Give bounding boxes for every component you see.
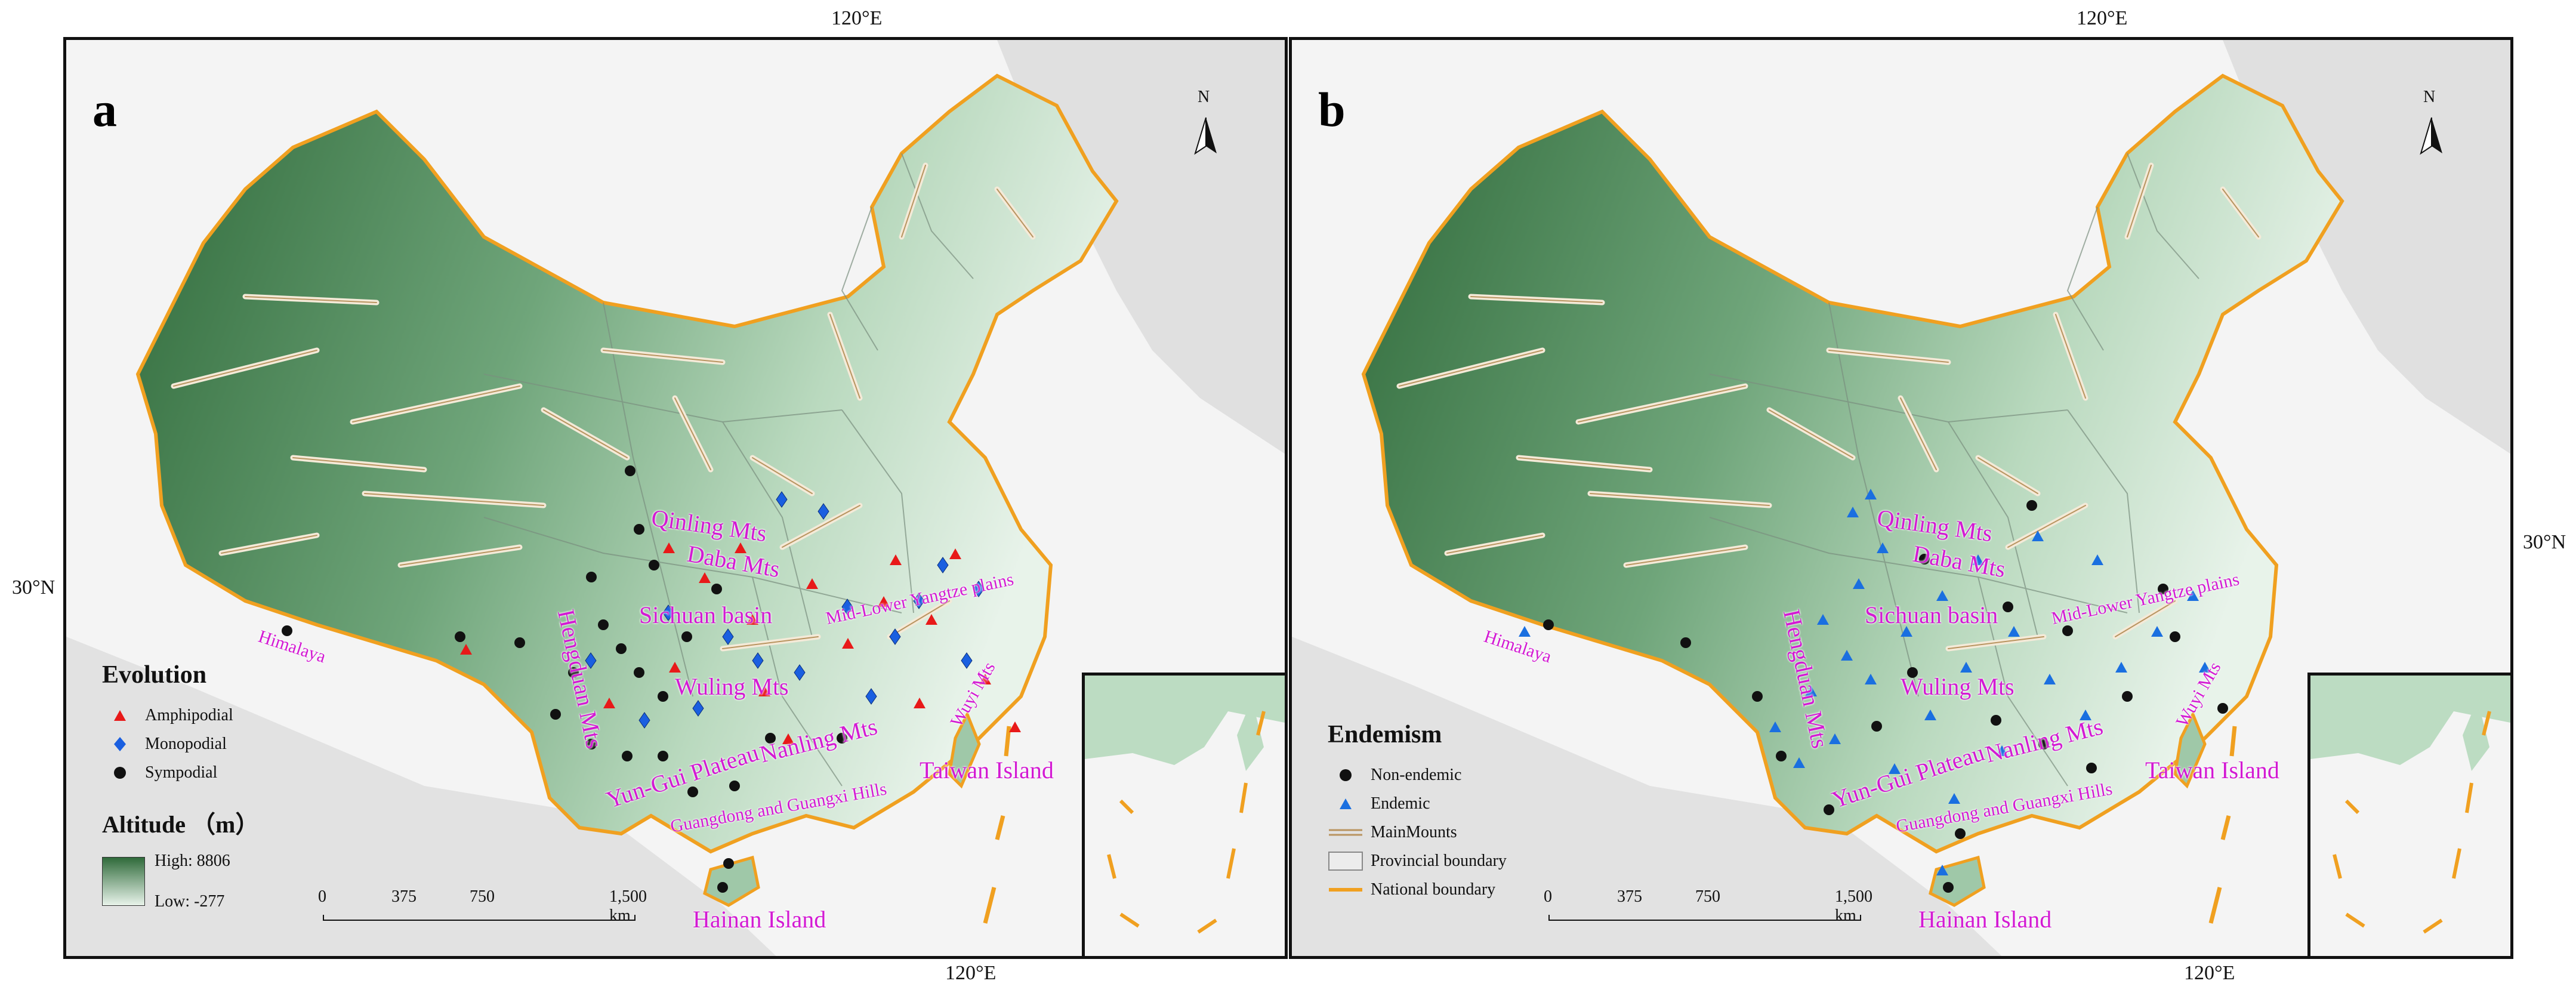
region-label-hainan: Hainan Island (693, 906, 826, 933)
longitude-label-bottom-a: 120°E (945, 962, 997, 984)
amphipodial-points-a (460, 542, 1021, 744)
map-panel-a: a N Qinling Mts Daba Mts Sichuan basin M… (63, 37, 1288, 959)
legend-item-national-boundary: National boundary (1328, 875, 1507, 904)
region-label-hainan: Hainan Island (1918, 906, 2052, 933)
north-arrow-icon-b (2420, 117, 2442, 155)
longitude-label-top-a: 120°E (831, 7, 883, 29)
legend-item-provincial-boundary: Provincial boundary (1328, 847, 1507, 875)
altitude-high-label: High: 8806 (155, 852, 230, 870)
region-label-wuling: Wuling Mts (675, 673, 789, 700)
endemic-points-b (1519, 489, 2211, 875)
legend-endemism: Endemism Non-endemic Endemic MainMounts … (1328, 720, 1507, 904)
legend-item-endemic: Endemic (1328, 789, 1507, 818)
legend-title: Endemism (1328, 721, 1442, 748)
panel-label-b: b (1318, 82, 1346, 137)
altitude-legend: High: 8806 Low: -277 (102, 852, 259, 911)
triangle-icon (102, 709, 138, 722)
altitude-legend-title: Altitude （m） (102, 811, 260, 838)
legend-item-sympodial: Sympodial (102, 758, 259, 787)
north-label-a: N (1198, 88, 1210, 106)
south-china-sea-inset-a (1082, 673, 1285, 956)
scale-label-375: 375 (391, 887, 417, 906)
map-panel-b: b N Qinling Mts Daba Mts Sichuan basin M… (1289, 37, 2513, 959)
legend-label: Endemic (1371, 794, 1430, 813)
legend-label: Non-endemic (1371, 766, 1462, 784)
altitude-low-label: Low: -277 (155, 892, 225, 911)
legend-label: Sympodial (145, 763, 218, 782)
legend-title: Evolution (102, 661, 207, 689)
panel-label-a: a (92, 82, 117, 137)
circle-icon (1328, 768, 1363, 782)
legend-item-mainmounts: MainMounts (1328, 818, 1507, 847)
scale-label-1500: 1,500 km (609, 887, 647, 925)
scale-label-0: 0 (1544, 887, 1552, 906)
legend-label: Provincial boundary (1371, 852, 1507, 870)
scale-label-750: 750 (1695, 887, 1720, 906)
scale-label-375: 375 (1617, 887, 1642, 906)
legend-item-monopodial: Monopodial (102, 730, 259, 758)
region-label-taiwan: Taiwan Island (920, 757, 1054, 784)
altitude-gradient-swatch (102, 857, 145, 906)
boundary-line-icon (1328, 884, 1363, 896)
scale-bar-a: 0 375 750 1,500 km (318, 887, 647, 925)
scale-bar-b: 0 375 750 1,500 km (1544, 887, 1872, 925)
legend-item-amphipodial: Amphipodial (102, 701, 259, 730)
region-label-sichuan: Sichuan basin (1865, 602, 1998, 628)
legend-item-non-endemic: Non-endemic (1328, 761, 1507, 789)
region-label-wuling: Wuling Mts (1901, 673, 2014, 700)
mountain-line-icon (1328, 826, 1363, 838)
latitude-label-left: 30°N (12, 576, 55, 599)
north-label-b: N (2423, 88, 2436, 106)
base-map-b (1292, 40, 2510, 956)
diamond-icon (102, 736, 138, 752)
base-map-a (66, 40, 1285, 956)
legend-label: Monopodial (145, 735, 227, 753)
legend-label: National boundary (1371, 880, 1496, 899)
legend-label: MainMounts (1371, 823, 1457, 841)
legend-label: Amphipodial (145, 706, 233, 724)
non-endemic-points-b (1543, 500, 2228, 893)
circle-icon (102, 766, 138, 780)
region-label-taiwan: Taiwan Island (2145, 757, 2279, 784)
sympodial-points-a (282, 465, 847, 893)
scale-label-1500: 1,500 km (1835, 887, 1872, 925)
north-arrow-icon-a (1194, 117, 1217, 155)
scale-label-750: 750 (470, 887, 495, 906)
south-china-sea-inset-b (2307, 673, 2510, 956)
monopodial-points-a (585, 491, 985, 729)
triangle-icon (1328, 797, 1363, 810)
scale-label-0: 0 (318, 887, 326, 906)
latitude-label-right: 30°N (2523, 531, 2566, 553)
boundary-box-icon (1328, 851, 1363, 871)
longitude-label-bottom-b: 120°E (2184, 962, 2235, 984)
legend-evolution: Evolution Amphipodial Monopodial Sympodi… (102, 661, 259, 911)
region-label-sichuan: Sichuan basin (639, 602, 773, 628)
longitude-label-top-b: 120°E (2077, 7, 2128, 29)
